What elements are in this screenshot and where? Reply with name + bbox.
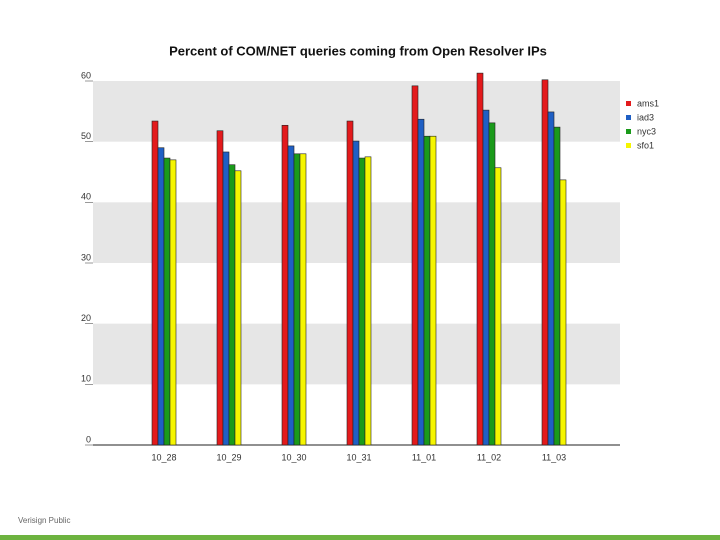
legend-swatch [626,115,631,120]
legend-label: iad3 [637,112,654,122]
legend-swatch [626,129,631,134]
y-tick-label: 50 [81,131,91,141]
bar [169,159,177,446]
y-tick-label: 20 [81,313,91,323]
bar [417,118,425,446]
bar [553,126,561,446]
bar [346,120,354,446]
x-tick-label: 10_30 [281,452,306,462]
x-tick-label: 11_02 [477,452,501,462]
x-tick-label: 11_03 [542,452,566,462]
bar [423,135,431,446]
bar [228,164,236,446]
legend-label: ams1 [637,98,659,108]
x-tick-label: 11_01 [412,452,436,462]
y-tick-label: 30 [81,252,91,262]
bar [222,151,230,446]
legend-label: sfo1 [637,140,654,150]
y-tick-label: 40 [81,192,91,202]
bar [541,79,549,446]
bar [151,120,159,446]
y-tick-label: 0 [86,434,91,444]
legend-swatch [626,143,631,148]
legend-swatch [626,101,631,106]
bar [352,140,360,446]
bar [234,170,242,446]
bar [429,135,437,446]
x-tick-label: 10_29 [216,452,241,462]
bar [364,156,372,446]
bar [547,111,555,446]
bar [488,122,496,446]
bar [482,109,490,446]
bar [293,153,301,446]
bar [163,157,171,446]
footer-bar [0,535,720,540]
bar [281,124,289,446]
bar [559,179,567,446]
bar [411,85,419,446]
x-tick-label: 10_28 [151,452,176,462]
legend-label: nyc3 [637,126,656,136]
bar [494,167,502,446]
bar [476,72,484,446]
bar [299,153,307,446]
grid-band [93,81,620,142]
bar [157,147,165,446]
bar [358,157,366,446]
footer-text: Verisign Public [18,516,70,525]
y-tick-label: 10 [81,374,91,384]
chart-title: Percent of COM/NET queries coming from O… [169,43,547,58]
y-tick-label: 60 [81,70,91,80]
bar [287,145,295,446]
x-tick-label: 10_31 [346,452,371,462]
bar [216,130,224,446]
